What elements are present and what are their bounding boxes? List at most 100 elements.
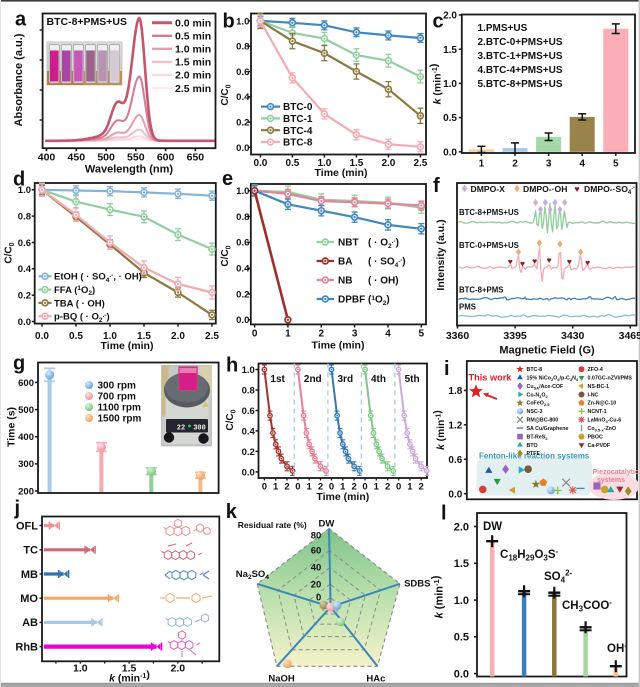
svg-text:0.2: 0.2 [236,289,249,300]
svg-text:( · OH): ( · OH) [368,276,399,287]
svg-text:k: k [226,501,238,523]
svg-text:BT-ReS2: BT-ReS2 [527,434,549,441]
svg-text:Time (min): Time (min) [316,491,369,503]
svg-text:3360: 3360 [446,330,470,342]
svg-text:1.5: 1.5 [443,45,457,56]
svg-text:k (min-1): k (min-1) [430,575,446,618]
svg-text:2: 2 [319,328,325,339]
svg-text:PBOC: PBOC [588,434,603,440]
svg-text:1.0: 1.0 [18,185,31,196]
svg-text:5: 5 [613,159,619,170]
svg-text:0.2: 0.2 [236,118,249,129]
svg-text:Magnetic Field (G): Magnetic Field (G) [499,345,595,357]
svg-text:1.0: 1.0 [443,79,457,90]
svg-text:PTFE: PTFE [527,451,541,457]
svg-text:2.0: 2.0 [443,11,457,22]
svg-text:0: 0 [295,482,300,493]
svg-text:BTC-8: BTC-8 [283,138,313,149]
svg-text:h: h [226,355,238,377]
svg-text:1.0: 1.0 [454,595,469,607]
svg-text:200: 200 [18,486,34,497]
svg-text:0: 0 [329,482,334,493]
svg-text:1.5 min: 1.5 min [175,57,211,69]
svg-text:0.0: 0.0 [236,143,249,154]
svg-text:NS-BC-1: NS-BC-1 [588,384,610,390]
svg-text:2: 2 [512,159,518,170]
svg-text:SO42-: SO42- [544,569,573,585]
svg-text:d: d [13,169,25,191]
svg-text:1.2: 1.2 [448,420,462,431]
svg-text:BTC-8+PMS+US: BTC-8+PMS+US [459,208,519,217]
svg-text:1.5: 1.5 [122,663,137,675]
svg-text:BA: BA [338,257,352,268]
svg-text:0.6: 0.6 [236,238,249,249]
svg-text:1100 rpm: 1100 rpm [98,403,141,414]
svg-text:0.5: 0.5 [285,158,299,169]
svg-text:0.4: 0.4 [236,264,250,275]
svg-text:0.0: 0.0 [448,489,462,500]
svg-text:0.8: 0.8 [242,385,255,396]
svg-text:Absorbance (a.u.): Absorbance (a.u.) [13,33,25,126]
svg-text:1: 1 [285,328,291,339]
svg-text:This work: This work [469,373,513,383]
svg-text:1: 1 [273,482,279,493]
svg-text:OFL: OFL [16,520,38,532]
svg-text:2: 2 [385,482,390,493]
svg-text:4.BTC-4+PMS+US: 4.BTC-4+PMS+US [478,65,563,76]
svg-text:2.BTC-0+PMS+US: 2.BTC-0+PMS+US [478,37,563,48]
svg-text:1.0: 1.0 [317,158,331,169]
svg-text:1.0: 1.0 [236,16,249,27]
svg-text:C/C0: C/C0 [220,245,233,266]
svg-text:1: 1 [307,482,313,493]
svg-text:1.0: 1.0 [236,186,249,197]
svg-text:c: c [433,11,444,33]
svg-text:0: 0 [262,482,267,493]
svg-text:500: 500 [97,152,115,164]
svg-text:EtOH ( · SO4.-, · OH): EtOH ( · SO4.-, · OH) [54,272,142,284]
svg-text:e: e [222,168,233,190]
svg-text:0.6: 0.6 [448,455,462,466]
svg-text:1.PMS+US: 1.PMS+US [478,23,528,34]
svg-text:0.5 min: 0.5 min [175,31,211,43]
svg-text:Co-N2O2: Co-N2O2 [527,392,549,399]
svg-text:3.BTC-1+PMS+US: 3.BTC-1+PMS+US [478,51,563,62]
svg-text:0.5: 0.5 [443,113,457,124]
svg-text:BTC-0+PMS+US: BTC-0+PMS+US [459,241,519,250]
svg-text:TC: TC [23,545,38,557]
svg-text:2.0: 2.0 [454,521,469,533]
svg-text:600: 600 [18,378,34,389]
svg-text:DPBF: DPBF [338,295,365,306]
svg-text:Wavelength (nm): Wavelength (nm) [85,164,174,176]
svg-text:450: 450 [68,152,86,164]
svg-text:4: 4 [385,328,391,339]
svg-text:2: 2 [351,482,356,493]
svg-text:LaMnO3-Cu-6: LaMnO3-Cu-6 [588,418,622,425]
svg-text:0.5: 0.5 [454,632,469,644]
svg-text:HAc: HAc [366,674,385,685]
svg-text:2.0: 2.0 [381,158,395,169]
svg-text:22: 22 [177,425,185,433]
svg-text:0.6: 0.6 [18,238,31,249]
svg-text:0.0: 0.0 [454,668,469,680]
svg-text:DW: DW [483,521,502,533]
svg-text:0.4: 0.4 [236,92,250,103]
svg-text:f: f [433,175,440,197]
svg-text:1: 1 [479,159,485,170]
svg-text:2.0: 2.0 [171,331,185,342]
svg-text:550: 550 [127,152,145,164]
svg-text:i: i [444,358,450,380]
svg-text:Piezocatalytic: Piezocatalytic [593,469,639,476]
svg-text:1.0 min: 1.0 min [175,44,211,56]
svg-text:CH3COO-: CH3COO- [562,598,612,614]
svg-text:0: 0 [316,592,321,603]
svg-text:1.0: 1.0 [242,365,255,376]
svg-text:0.8: 0.8 [18,212,31,223]
svg-text:Time (min): Time (min) [315,167,368,179]
svg-text:2: 2 [419,482,424,493]
svg-text:k (min-1): k (min-1) [433,410,448,450]
svg-text:RhB: RhB [15,641,38,653]
svg-text:3: 3 [546,159,552,170]
svg-text:0.8: 0.8 [236,42,249,53]
svg-text:TBA ( · OH): TBA ( · OH) [54,298,105,309]
svg-text:BTC-8+PMS+US: BTC-8+PMS+US [47,16,128,28]
